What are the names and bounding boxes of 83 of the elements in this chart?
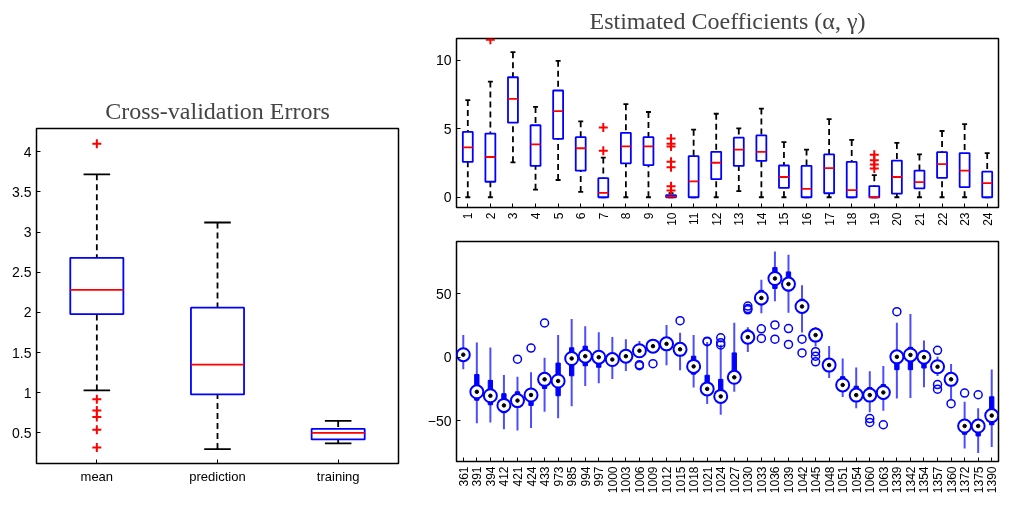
x-tick-label: 21	[912, 212, 927, 226]
x-tick-label: 1003	[619, 466, 634, 494]
x-tick-label: 985	[565, 466, 580, 487]
x-tick-label: 16	[800, 212, 815, 226]
y-tick-label: 50	[435, 285, 452, 302]
x-tick-label: 18	[845, 212, 860, 226]
y-tick-label: 2	[23, 304, 32, 321]
x-tick-label: 1339	[890, 466, 905, 494]
x-tick-label: 1012	[660, 466, 675, 494]
x-tick-label: 1018	[687, 466, 702, 494]
x-tick-label: 6	[574, 212, 589, 220]
x-tick-label: 1372	[958, 466, 973, 494]
x-tick-label: 1030	[741, 466, 756, 494]
chart-title: Estimated Coefficients (α, γ)	[589, 7, 866, 34]
x-tick-label: 1021	[700, 466, 715, 494]
x-tick-label: 1354	[917, 466, 932, 494]
x-tick-label: 24	[980, 212, 995, 226]
x-tick-label: 1360	[944, 466, 959, 494]
x-tick-label: 15	[777, 212, 792, 226]
y-tick-label: 3	[23, 224, 32, 241]
x-tick-label: 3	[506, 212, 521, 220]
x-tick-label: 1063	[876, 466, 891, 494]
x-tick-label: 394	[483, 466, 498, 487]
x-tick-label: 1375	[971, 466, 986, 494]
y-tick-label: 0.5	[12, 424, 32, 441]
x-tick-label: 997	[592, 466, 607, 487]
x-tick-label: 23	[958, 212, 973, 226]
y-tick-label: 0	[443, 189, 452, 206]
x-tick-label: 2	[483, 212, 498, 220]
x-tick-label: 5	[551, 212, 566, 220]
x-tick-label: 1042	[795, 466, 810, 494]
y-tick-label: 2.5	[12, 264, 32, 281]
x-tick-label: 1	[461, 212, 476, 220]
x-tick-label: 13	[732, 212, 747, 226]
x-tick-label: 17	[822, 212, 837, 226]
y-tick-label: 5	[443, 120, 452, 137]
x-tick-label: 19	[867, 212, 882, 226]
x-tick-label: 1033	[754, 466, 769, 494]
x-tick-label: 1009	[646, 466, 661, 494]
x-tick-label: 1357	[931, 466, 946, 494]
x-tick-label: 1051	[836, 466, 851, 494]
x-tick-label: 1054	[849, 466, 864, 494]
y-tick-label: −50	[427, 412, 452, 429]
y-tick-label: 0	[443, 349, 452, 366]
x-tick-label: 1006	[632, 466, 647, 494]
x-tick-label: 11	[687, 212, 702, 225]
x-tick-label: 12	[709, 212, 724, 226]
x-tick-label: 1342	[903, 466, 918, 494]
x-tick-label: 10	[664, 212, 679, 226]
x-tick-label: 1048	[822, 466, 837, 494]
x-tick-label: 412	[497, 466, 512, 487]
y-tick-label: 1.5	[12, 344, 32, 361]
x-tick-label: prediction	[189, 468, 246, 484]
x-tick-label: 7	[596, 212, 611, 220]
x-tick-label: 424	[524, 466, 539, 487]
y-tick-label: 3.5	[12, 183, 32, 200]
x-tick-label: 1045	[809, 466, 824, 494]
x-tick-label: 4	[529, 212, 544, 220]
x-tick-label: 14	[754, 212, 769, 226]
x-tick-label: 361	[456, 466, 471, 487]
x-tick-label: 8	[619, 212, 634, 220]
x-tick-label: 1390	[985, 466, 1000, 494]
x-tick-label: training	[316, 468, 360, 484]
x-tick-label: 433	[538, 466, 553, 487]
x-tick-label: 1036	[768, 466, 783, 494]
y-tick-label: 10	[435, 52, 452, 69]
x-tick-label: 1060	[863, 466, 878, 494]
x-tick-label: mean	[80, 468, 114, 484]
y-tick-label: 4	[23, 143, 32, 160]
x-tick-label: 1039	[781, 466, 796, 494]
x-tick-label: 1024	[714, 466, 729, 494]
x-tick-label: 9	[641, 212, 656, 220]
y-tick-label: 1	[23, 384, 32, 401]
x-tick-label: 22	[935, 212, 950, 226]
x-tick-label: 973	[551, 466, 566, 487]
x-tick-label: 1027	[727, 466, 742, 494]
x-tick-label: 20	[890, 212, 905, 226]
x-tick-label: 421	[510, 466, 525, 487]
x-tick-label: 994	[578, 466, 593, 487]
x-tick-label: 1000	[605, 466, 620, 494]
x-tick-label: 391	[470, 466, 485, 487]
x-tick-label: 1015	[673, 466, 688, 494]
chart-title: Cross-validation Errors	[105, 97, 330, 124]
